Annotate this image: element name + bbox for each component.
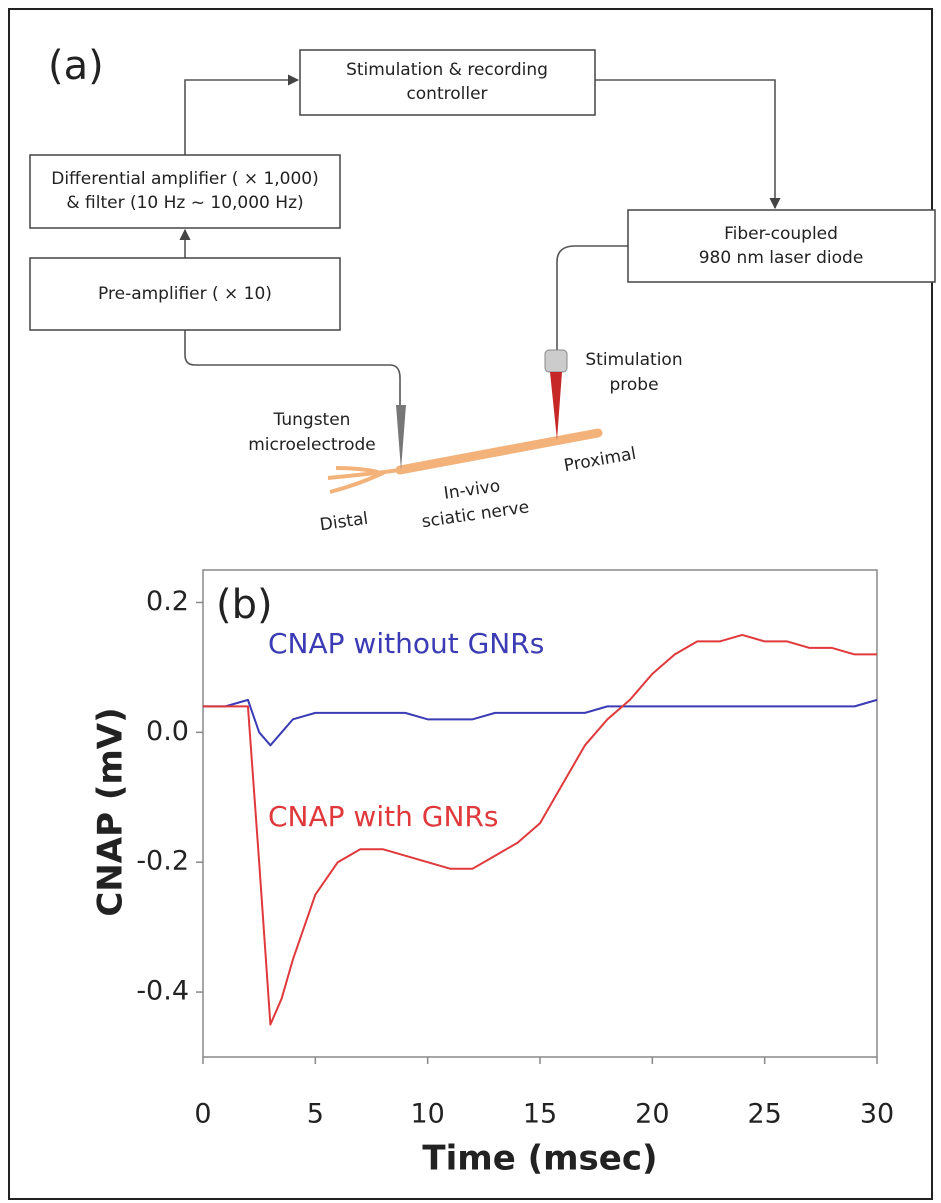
wire <box>556 245 628 350</box>
box-text: Stimulation & recording <box>346 60 548 80</box>
diagram-label: Proximal <box>562 444 637 476</box>
x-tick-label: 20 <box>635 1099 669 1130</box>
series-line <box>203 633 877 1026</box>
diagram-label: sciatic nerve <box>420 497 530 532</box>
series-annotation: CNAP with GNRs <box>268 800 498 833</box>
y-tick-label: 0.0 <box>146 716 189 747</box>
x-tick-label: 0 <box>194 1099 211 1130</box>
box-text: controller <box>406 84 487 104</box>
box <box>29 257 341 331</box>
nerve <box>395 428 603 475</box>
diagram-label: probe <box>609 375 658 395</box>
panel-label: (a) <box>48 43 104 89</box>
wire <box>184 74 300 155</box>
x-tick-label: 5 <box>307 1099 324 1130</box>
box <box>627 209 936 283</box>
wire <box>184 330 401 405</box>
y-tick-label: -0.4 <box>136 976 189 1007</box>
diagram-label: Distal <box>319 509 370 536</box>
nerve-branch <box>327 466 401 494</box>
y-tick-label: 0.2 <box>146 586 189 617</box>
wire <box>595 79 781 210</box>
x-tick-label: 30 <box>860 1099 894 1130</box>
box-text: Fiber-coupled <box>724 224 838 244</box>
box-text: Pre-amplifier ( × 10) <box>98 284 272 304</box>
series-line <box>203 698 878 747</box>
x-tick-label: 15 <box>523 1099 557 1130</box>
box-text: Differential amplifier ( × 1,000) <box>51 169 319 189</box>
series-annotation: CNAP without GNRs <box>268 627 544 660</box>
x-tick-label: 25 <box>747 1099 781 1130</box>
x-axis-label: Time (msec) <box>422 1139 657 1179</box>
diagram-label: In-vivo <box>443 476 502 504</box>
frame <box>8 8 933 1200</box>
diagram-label: microelectrode <box>248 435 376 455</box>
probe <box>550 372 562 440</box>
x-tick-label: 10 <box>410 1099 444 1130</box>
box-text: & filter (10 Hz ~ 10,000 Hz) <box>66 193 303 213</box>
diagram-label: Stimulation <box>585 350 682 370</box>
panel-label: (b) <box>216 582 273 628</box>
y-tick-label: -0.2 <box>136 846 189 877</box>
diagram-label: Tungsten <box>273 410 351 430</box>
box-text: 980 nm laser diode <box>699 248 864 268</box>
probe-cap <box>544 349 568 373</box>
y-axis-label: CNAP (mV) <box>91 707 131 916</box>
box <box>299 49 596 116</box>
box <box>29 154 341 229</box>
electrode <box>396 405 406 470</box>
